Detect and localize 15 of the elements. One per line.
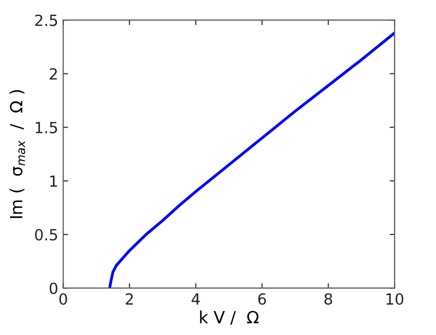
y-tick-label: 2.5 <box>35 14 58 26</box>
y-tick-label: 1 <box>50 176 57 187</box>
x-axis-title: k V / Ω <box>200 310 259 325</box>
x-tick-label: 4 <box>192 293 200 305</box>
x-tick-label: 6 <box>258 293 266 305</box>
y-axis-title: Im ( σ$_{max}$ / Ω ) <box>10 90 26 218</box>
x-tick-label: 10 <box>386 293 404 305</box>
line-series <box>108 32 395 288</box>
x-tick-label: 0 <box>59 293 68 305</box>
x-tick-label: 2 <box>126 293 133 305</box>
y-tick-label: 1.5 <box>36 122 58 134</box>
y-tick-label: 0.5 <box>35 228 58 241</box>
y-tick-label: 2 <box>50 68 57 80</box>
x-tick-label: 8 <box>324 293 332 305</box>
y-tick-label: 0 <box>50 282 58 294</box>
